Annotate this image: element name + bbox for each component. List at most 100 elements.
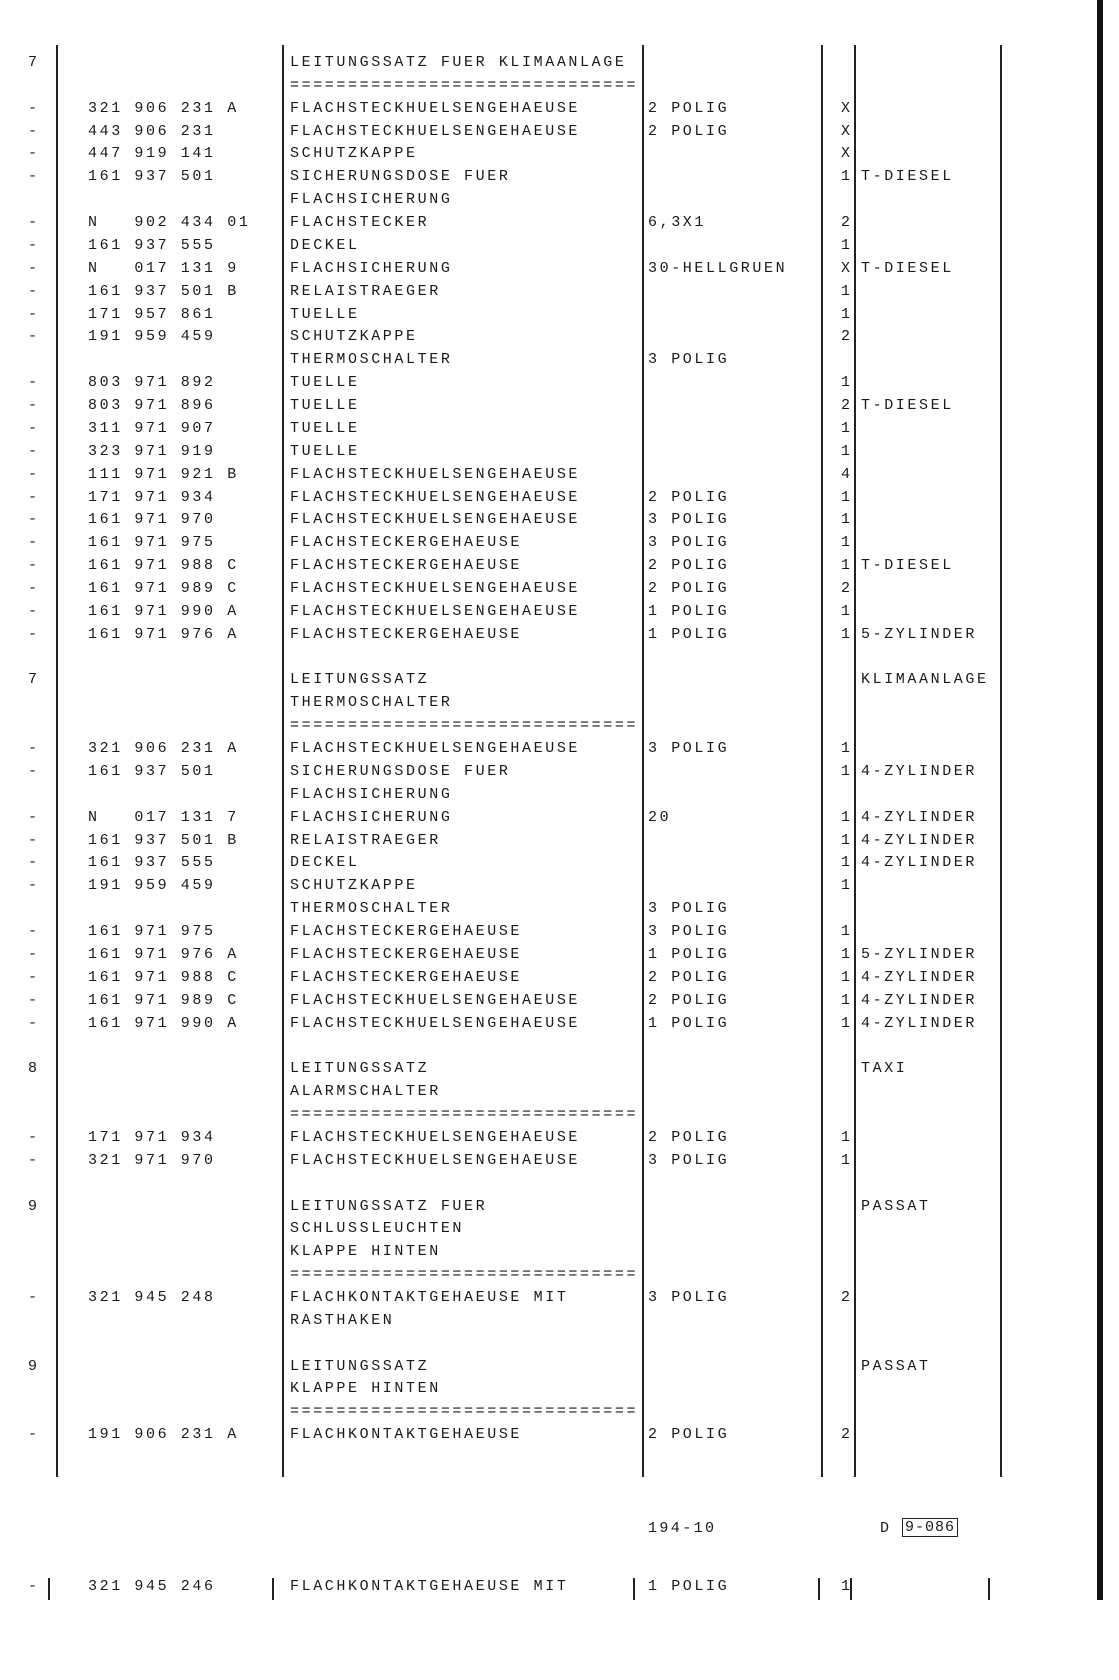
cell-item: - [28,259,40,277]
cell-quantity: 1 [840,1151,850,1169]
cell-description: FLACHSICHERUNG [290,191,453,209]
cell-item: - [28,808,40,826]
cell-specification: 3 POLIG [648,1151,730,1169]
cell-description: SCHUTZKAPPE [290,145,418,163]
cell-quantity: 1 [840,511,850,529]
cell-description: FLACHSTECKHUELSENGEHAEUSE [290,580,581,597]
cell-specification: 1 POLIG [648,625,730,643]
table-row: - 803 971 892 TUELLE 1 [0,372,1100,394]
cell-quantity: 1 [840,282,850,300]
cell-specification: 3 POLIG [648,534,730,552]
cell-description: FLACHSTECKHUELSENGEHAEUSE [290,1151,581,1169]
cell-part-number: 447 919 141 [88,145,216,163]
cell-specification: 3 POLIG [648,351,730,369]
cell-quantity: 1 [840,442,850,460]
table-row: - N 017 131 9 FLACHSICHERUNG 30-HELLGRUEN X T… [0,258,1100,280]
cell-description: TUELLE [290,305,360,323]
cell-description: KLAPPE HINTEN [290,1380,441,1398]
cell-quantity: 1 [840,740,850,758]
cell-item: - [28,877,40,895]
cell-remark: 4-ZYLINDER [861,831,978,849]
table-row: - N 017 131 7 FLACHSICHERUNG 20 1 4-ZYLINDER [0,807,1100,829]
cell-description: DECKEL [290,236,360,254]
cell-description: FLACHSTECKHUELSENGEHAEUSE [290,465,581,483]
table-row: KLAPPE HINTEN [0,1378,1100,1400]
table-row: THERMOSCHALTER 3 POLIG [0,898,1100,920]
cell-part-number: 161 937 501 [88,168,216,186]
cell-item: - [28,305,40,323]
column-divider [1000,45,1002,1477]
cell-part-number: 161 971 970 [88,511,216,529]
cell-quantity: 1 [840,1128,850,1146]
cell-description: FLACHSTECKERGEHAEUSE [290,625,523,643]
cell-remark: 4-ZYLINDER [861,854,978,872]
cell-part-number: N 017 131 7 [88,808,239,826]
cell-specification: 1 POLIG [648,1014,730,1032]
table-row: THERMOSCHALTER 3 POLIG [0,349,1100,371]
table-row: - 161 937 555 DECKEL 1 [0,235,1100,257]
page-number: 9-086 [902,1518,959,1537]
table-row: 7 LEITUNGSSATZ KLIMAANLAGE [0,669,1100,691]
table-row: ============================== [0,1264,1100,1286]
cell-item: - [28,534,40,552]
table-row: - 161 937 501 B RELAISTRAEGER 1 4-ZYLINDER [0,830,1100,852]
cell-description: ============================== [290,1106,639,1124]
cell-quantity: 1 [840,808,850,826]
cell-quantity: 2 [840,328,850,346]
table-row: - 161 971 970 FLACHSTECKHUELSENGEHAEUSE 3 P… [0,509,1100,531]
table-row: ============================== [0,715,1100,737]
cell-description: ============================== [290,717,639,735]
cell-quantity: 1 [840,968,850,986]
cell-part-number: 321 971 970 [88,1151,216,1169]
cell-description: ============================== [290,1266,639,1284]
cell-part-number: 161 937 501 B [88,282,239,300]
cell-description: FLACHKONTAKTGEHAEUSE MIT [290,1578,569,1595]
cell-remark: 5-ZYLINDER [861,625,978,643]
cell-item: - [28,236,40,254]
table-row: - 191 959 459 SCHUTZKAPPE 2 [0,326,1100,348]
cell-description: FLACHSTECKERGEHAEUSE [290,968,523,986]
cell-part-number: N 017 131 9 [88,259,239,277]
cell-specification: 2 POLIG [648,557,730,575]
cell-specification: 2 POLIG [648,1128,730,1146]
cell-quantity: 1 [840,168,850,186]
table-row: RASTHAKEN [0,1310,1100,1332]
cell-item: 9 [28,1197,40,1215]
cell-description: FLACHSTECKERGEHAEUSE [290,534,523,552]
column-divider [821,45,823,1477]
cell-specification: 3 POLIG [648,511,730,529]
table-row: ============================== [0,75,1100,97]
cell-remark: T-DIESEL [861,168,954,186]
table-row: - 161 971 975 FLACHSTECKERGEHAEUSE 3 POLIG 1 [0,532,1100,554]
cell-part-number: 111 971 921 B [88,465,239,483]
cell-part-number: 161 937 501 [88,762,216,780]
table-row: - 161 937 501 SICHERUNGSDOSE FUER 1 4-ZYLIND… [0,761,1100,783]
table-row: - 111 971 921 B FLACHSTECKHUELSENGEHAEUSE 4 [0,464,1100,486]
cell-description: SCHUTZKAPPE [290,328,418,346]
table-row: ============================== [0,1401,1100,1423]
table-row: - 161 971 975 FLACHSTECKERGEHAEUSE 3 POLIG 1 [0,921,1100,943]
table-row: - 161 971 988 C FLACHSTECKERGEHAEUSE 2 POLI… [0,967,1100,989]
cell-item: - [28,991,40,1009]
cell-item: - [28,488,40,506]
column-divider [850,1578,852,1600]
cell-specification: 1 POLIG [648,1578,730,1595]
cell-part-number: 321 906 231 A [88,99,239,117]
cell-part-number: 443 906 231 [88,122,216,140]
cell-part-number: 161 971 990 A [88,602,239,620]
table-row: THERMOSCHALTER [0,692,1100,714]
table-row: FLACHSICHERUNG [0,189,1100,211]
cell-description: FLACHKONTAKTGEHAEUSE [290,1426,523,1444]
table-row: - 161 971 990 A FLACHSTECKHUELSENGEHAEUSE 1… [0,601,1100,623]
cell-item: - [28,397,40,415]
table-row [0,1173,1100,1195]
table-row: - 161 971 989 C FLACHSTECKHUELSENGEHAEUSE 2… [0,990,1100,1012]
cell-item: - [28,442,40,460]
cell-part-number: 321 945 246 [88,1578,216,1595]
table-row: - 161 971 989 C FLACHSTECKHUELSENGEHAEUSE 2… [0,578,1100,600]
cell-part-number: N 902 434 01 [88,214,251,232]
cell-item: - [28,1128,40,1146]
cell-quantity: 1 [840,602,850,620]
cell-item: - [28,854,40,872]
cell-description: TUELLE [290,419,360,437]
